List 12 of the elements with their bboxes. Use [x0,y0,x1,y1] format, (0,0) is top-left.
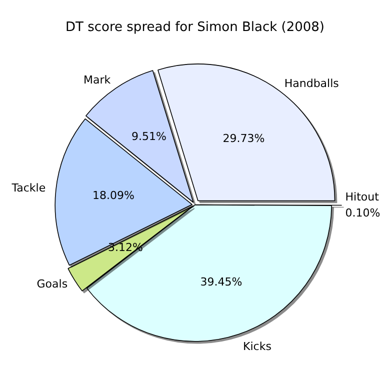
slice-label: Hitout [345,190,380,204]
data-label: 0.10% [345,206,380,220]
slice-label: Mark [84,73,112,86]
data-label: 18.09% [92,188,134,202]
data-label: 9.51% [132,130,166,143]
slice-label: Handballs [284,76,340,90]
data-label: 29.73% [222,132,265,145]
chart-title: DT score spread for Simon Black (2008) [66,20,324,36]
slice-label: Tackle [10,182,46,194]
slice-label: Goals [36,277,68,290]
data-label: 39.45% [200,275,242,288]
slice-label: Kicks [243,340,272,354]
